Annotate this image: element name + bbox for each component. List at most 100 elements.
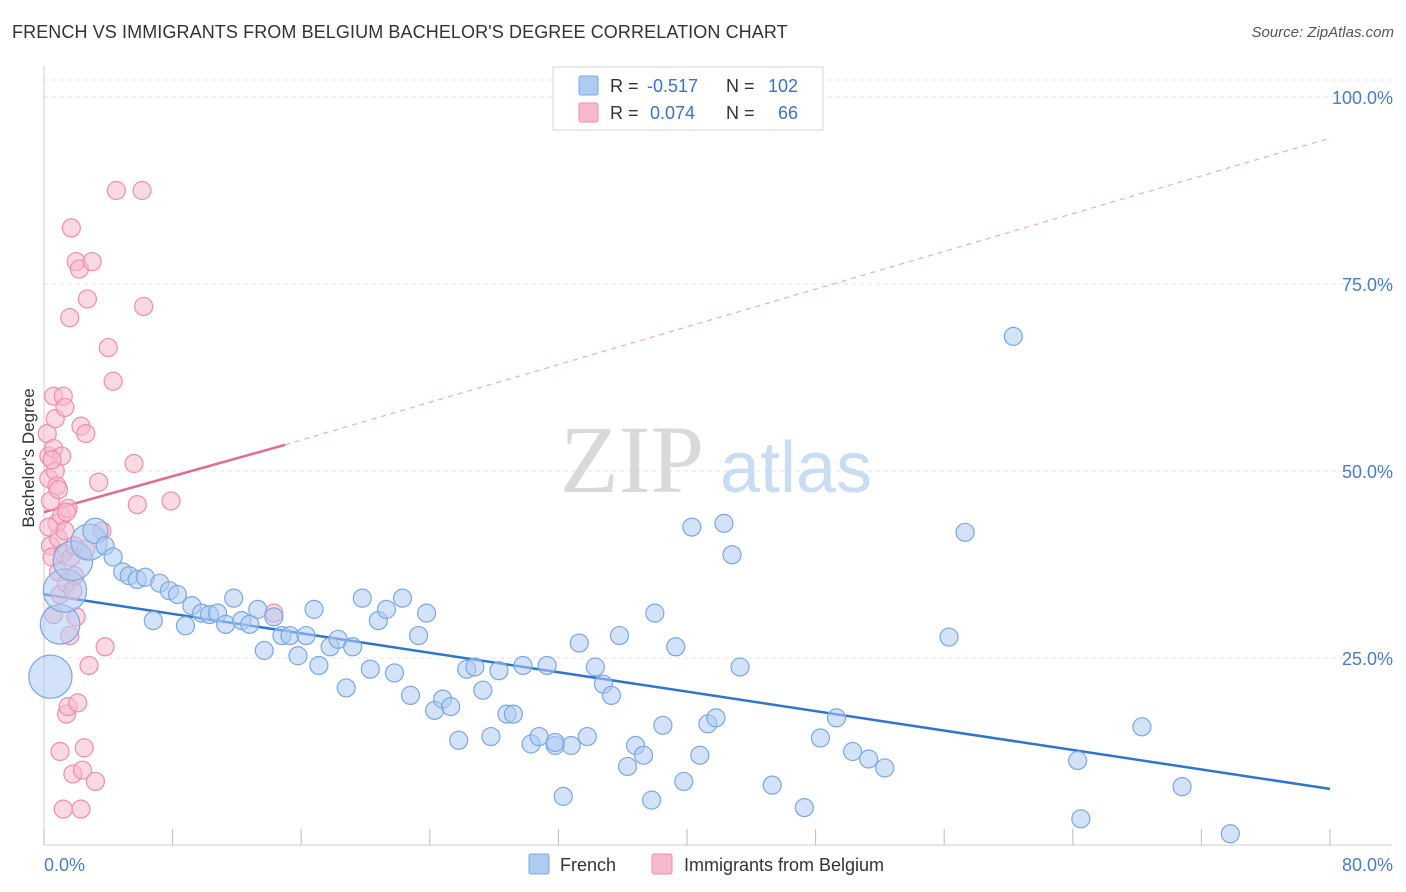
- belgium-point: [95, 637, 115, 657]
- legend-top: R = -0.517 N = 102 R = 0.074 N = 66: [552, 66, 824, 131]
- legend-bottom-belgium-label: Immigrants from Belgium: [684, 855, 884, 875]
- french-point: [601, 685, 622, 706]
- french-point: [416, 603, 437, 623]
- french-point: [714, 513, 734, 533]
- french-point: [794, 797, 814, 818]
- french-point: [400, 685, 421, 706]
- legend-belgium-r-value: 0.074: [650, 103, 695, 123]
- french-point: [537, 655, 557, 676]
- watermark-atlas: atlas: [720, 428, 872, 508]
- french-point: [352, 588, 372, 608]
- french-point: [939, 627, 959, 647]
- belgium-point: [161, 491, 181, 511]
- french-point: [722, 545, 742, 565]
- french-point: [309, 655, 329, 676]
- source-label: Source: ZipAtlas.com: [1251, 24, 1394, 41]
- french-point: [216, 614, 236, 634]
- belgium-point: [134, 296, 154, 317]
- french-point: [609, 625, 630, 646]
- french-point: [674, 771, 694, 792]
- y-tick-label: 75.0%: [1342, 275, 1393, 295]
- french-point: [553, 786, 573, 806]
- legend-belgium-r-label: R =: [610, 103, 639, 123]
- belgium-point: [106, 180, 126, 201]
- french-point: [1132, 717, 1152, 737]
- french-point: [577, 726, 597, 747]
- belgium-trend-line: [43, 443, 286, 514]
- watermark-zip: ZIP: [560, 406, 704, 513]
- belgium-point: [61, 218, 81, 238]
- french-point: [645, 603, 665, 623]
- belgium-point: [60, 308, 80, 328]
- french-point: [248, 599, 268, 619]
- legend-french-swatch: [578, 75, 599, 96]
- legend-bottom-belgium-swatch: [651, 853, 673, 875]
- french-point: [343, 637, 363, 657]
- legend-belgium-n-value: 66: [778, 103, 798, 123]
- french-point: [1071, 809, 1091, 829]
- french-point: [690, 745, 710, 765]
- french-point: [561, 735, 581, 756]
- french-point: [167, 584, 188, 605]
- legend-french-n-value: 102: [768, 76, 798, 96]
- french-point: [224, 588, 244, 608]
- french-point: [875, 758, 895, 778]
- french-point: [762, 775, 782, 795]
- french-point: [653, 715, 673, 735]
- french-point: [408, 625, 429, 646]
- belgium-point: [124, 453, 144, 474]
- french-point: [360, 659, 380, 679]
- belgium-point: [85, 771, 106, 792]
- french-point: [730, 657, 750, 677]
- french-point: [304, 599, 324, 619]
- french-point: [103, 547, 123, 567]
- belgium-point: [82, 251, 102, 272]
- french-point: [617, 756, 638, 777]
- grid: [44, 79, 1392, 659]
- french-point: [706, 708, 726, 728]
- french-point: [1003, 326, 1023, 346]
- french-point: [254, 640, 274, 661]
- french-point: [642, 790, 662, 810]
- french-point: [955, 522, 975, 542]
- legend-bottom-french-swatch: [528, 853, 550, 875]
- belgium-point: [68, 693, 88, 713]
- french-point: [585, 657, 605, 677]
- french-point: [545, 732, 565, 753]
- french-point: [473, 680, 493, 700]
- y-tick-label: 50.0%: [1342, 462, 1393, 482]
- french-point: [376, 599, 396, 619]
- y-axis-label: Bachelor's Degree: [19, 388, 38, 527]
- belgium-point: [103, 371, 123, 391]
- legend-french-r-value: -0.517: [647, 76, 698, 96]
- y-tick-label: 100.0%: [1332, 88, 1393, 108]
- belgium-point: [74, 738, 94, 758]
- belgium-point: [50, 741, 70, 762]
- x-tick-labels: 0.0% 80.0%: [44, 855, 1393, 875]
- french-point: [465, 657, 485, 677]
- belgium-point: [89, 472, 109, 492]
- belgium-point: [98, 337, 118, 358]
- belgium-point: [132, 180, 152, 201]
- belgium-point: [48, 480, 69, 500]
- x-tick-label: 0.0%: [44, 855, 85, 875]
- belgium-point: [71, 799, 91, 819]
- watermark: ZIP atlas: [560, 406, 872, 513]
- french-point: [143, 610, 163, 631]
- french-point: [810, 728, 831, 748]
- french-point: [503, 704, 523, 724]
- french-point: [392, 588, 413, 608]
- belgium-point: [56, 502, 77, 522]
- legend-french-r-label: R =: [610, 76, 639, 96]
- french-point: [1068, 750, 1088, 771]
- french-point: [296, 625, 316, 646]
- french-point: [842, 741, 863, 762]
- belgium-point: [77, 289, 98, 309]
- french-point: [682, 517, 702, 537]
- french-point: [288, 646, 308, 666]
- french-point: [441, 697, 461, 717]
- belgium-point: [42, 450, 62, 470]
- french-point: [513, 655, 533, 676]
- belgium-point: [79, 655, 99, 676]
